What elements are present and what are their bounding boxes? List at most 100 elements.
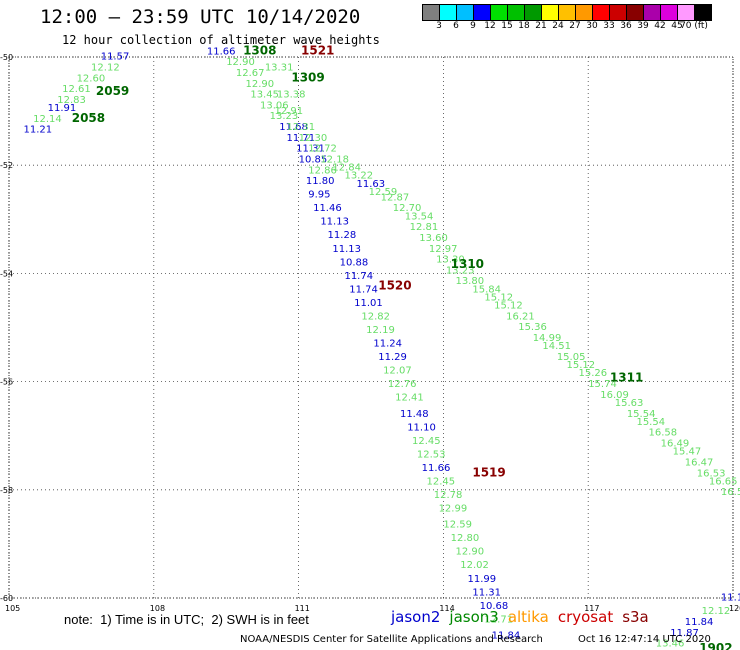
swh-value: 11.63 <box>357 179 386 190</box>
legend-label: 39 <box>637 21 649 31</box>
swh-value: 13.30 <box>436 255 465 266</box>
swh-value: 12.83 <box>57 95 86 106</box>
swh-value: 12.99 <box>439 503 468 514</box>
swh-value: 12.70 <box>393 203 422 214</box>
swh-value: 11.74 <box>344 271 373 282</box>
legend-label: 36 <box>620 21 632 31</box>
swh-value: 13.80 <box>455 276 484 287</box>
legend-label: 3 <box>436 21 442 31</box>
swh-value: 11.84 <box>685 617 714 628</box>
swh-value: 15.12 <box>566 360 595 371</box>
legend-label: 24 <box>552 21 564 31</box>
swh-value: 11.84 <box>492 631 521 642</box>
swh-value: 9.95 <box>308 190 330 201</box>
swh-value: 16.49 <box>661 439 690 450</box>
swh-value: 15.12 <box>484 292 513 303</box>
pass-time: 1310 <box>451 257 484 271</box>
map-frame <box>8 56 734 599</box>
swh-value: 12.61 <box>62 84 91 95</box>
swh-value: 10.88 <box>340 257 369 268</box>
swh-value: 11.46 <box>313 203 342 214</box>
swh-value: 13.54 <box>405 211 434 222</box>
swh-value: 11.99 <box>468 574 497 585</box>
swh-value: 11.66 <box>207 46 236 57</box>
legend-label: 70 (ft) <box>680 21 708 31</box>
swh-value: 14.99 <box>533 333 562 344</box>
swh-value: 13.23 <box>446 265 475 276</box>
swh-value: 13.23 <box>270 111 299 122</box>
swh-value: 15.12 <box>494 301 523 312</box>
swh-value: 12.80 <box>451 533 480 544</box>
swh-value: 12.07 <box>383 365 412 376</box>
satellite-name: jason2 <box>391 608 441 626</box>
swh-value: 11.31 <box>472 587 501 598</box>
swh-value: 11.71 <box>287 133 316 144</box>
swh-value: 12.59 <box>369 187 398 198</box>
pass-time-labels: 1521 1308 1309 2059 2058 1310 1520 1311 1519 1902 <box>72 43 733 650</box>
color-scale-labels: 3 6 9 12 15 18 21 24 27 30 33 36 39 42 45 70 (ft) <box>422 21 740 33</box>
swh-value: 11.91 <box>48 103 77 114</box>
swh-value: 16.53 <box>697 468 726 479</box>
lat-tick-label: -54 <box>0 269 13 278</box>
swh-value: 12.97 <box>429 244 458 255</box>
page-subtitle: 12 hour collection of altimeter wave hei… <box>62 33 380 47</box>
swh-value: 10.85 <box>299 154 328 165</box>
swh-value: 16.47 <box>685 457 714 468</box>
swh-value: 12.59 <box>443 520 472 531</box>
swh-value: 16.58 <box>649 428 678 439</box>
lon-tick-label: 120 <box>729 604 740 613</box>
legend-label: 30 <box>586 21 598 31</box>
swh-value: 16.09 <box>600 390 629 401</box>
swh-value: 12.53 <box>417 449 446 460</box>
swh-value: 15.54 <box>636 417 665 428</box>
swh-value: 12.14 <box>33 114 62 125</box>
swh-value: 11.10 <box>407 422 436 433</box>
pass-time: 1311 <box>610 371 643 385</box>
swh-value: 15.47 <box>673 447 702 458</box>
pass-time: 2059 <box>96 84 129 98</box>
swh-value: 11.13 <box>332 244 361 255</box>
swh-value: 11.80 <box>306 176 335 187</box>
swh-value: 14.51 <box>542 341 571 352</box>
swh-value: 12.19 <box>366 325 395 336</box>
swh-value: 11.21 <box>23 125 52 136</box>
swh-value: 10.68 <box>480 601 509 612</box>
swh-value: 12.81 <box>410 222 439 233</box>
swh-value: 12.87 <box>381 192 410 203</box>
satellite-name: s3a <box>622 608 649 626</box>
pass-time: 1521 <box>301 43 334 57</box>
swh-value: 11.13 <box>320 217 349 228</box>
satellite-name: cryosat <box>557 608 614 626</box>
swh-value: 16.21 <box>506 311 535 322</box>
swh-value: 15.74 <box>588 379 617 390</box>
legend-label: 27 <box>569 21 581 31</box>
swh-value: 13.45 <box>250 90 279 101</box>
swh-value: 11.01 <box>354 298 383 309</box>
swh-value: 12.86 <box>308 165 337 176</box>
satellite-name: altika <box>507 608 549 626</box>
swh-value: 12.67 <box>236 68 265 79</box>
swh-value: 11.29 <box>378 352 407 363</box>
swh-value: 15.36 <box>518 322 547 333</box>
swh-value: 16.5 <box>721 487 740 498</box>
swh-value: 12.71 <box>484 614 513 625</box>
swh-value: 12.60 <box>77 73 106 84</box>
lon-tick-label: 105 <box>5 604 20 613</box>
swh-value: 12.90 <box>455 547 484 558</box>
swh-value: 12.18 <box>320 154 349 165</box>
wave-height-observations: 11.5712.1212.6012.6112.8311.9112.1411.21… <box>23 46 740 649</box>
lat-tick-label: -60 <box>0 594 13 603</box>
swh-value: 16.65 <box>709 476 738 487</box>
lat-tick-label: -56 <box>0 378 13 387</box>
swh-value: 11.87 <box>670 628 699 639</box>
swh-value: 11.31 <box>296 144 325 155</box>
swh-value: 11.74 <box>349 284 378 295</box>
legend-label: 42 <box>654 21 666 31</box>
axis-tick-labels: 105 108 111 114 117 120 -50 -52 -54 -56 -58 -60 <box>0 53 740 613</box>
swh-value: 12.41 <box>395 393 424 404</box>
swh-value: 15.05 <box>557 352 586 363</box>
swh-value: 12.91 <box>274 106 303 117</box>
swh-value: 12.72 <box>308 144 337 155</box>
legend-label: 21 <box>535 21 547 31</box>
swh-value: 12.12 <box>702 606 731 617</box>
